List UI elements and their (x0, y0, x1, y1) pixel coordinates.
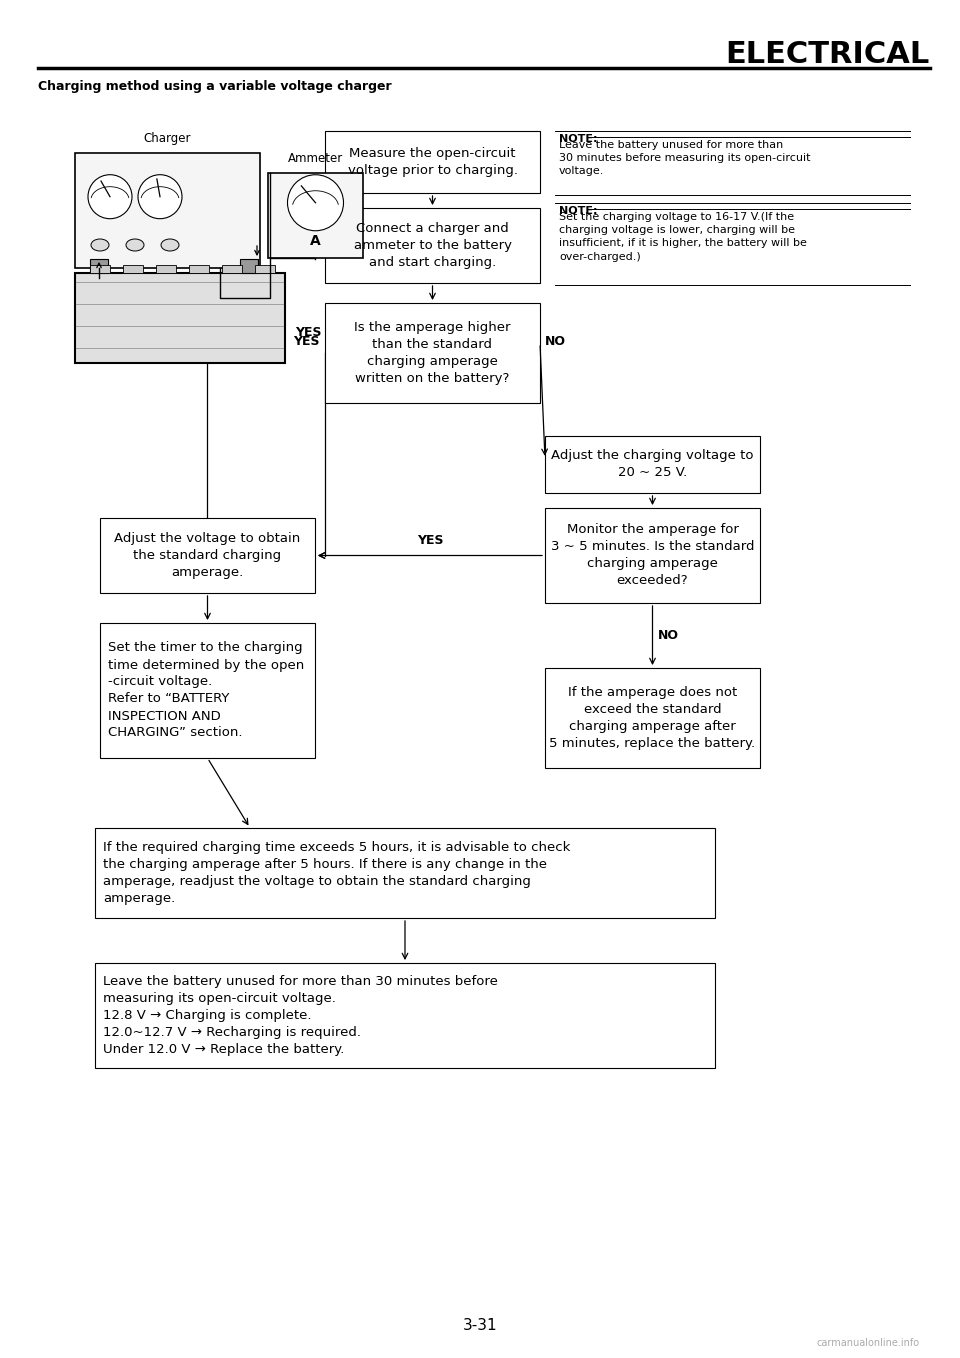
Text: Adjust the voltage to obtain
the standard charging
amperage.: Adjust the voltage to obtain the standar… (114, 532, 300, 579)
Bar (123, 265, 143, 273)
Bar (75, 273, 285, 363)
Ellipse shape (91, 239, 109, 251)
Circle shape (138, 175, 182, 219)
Ellipse shape (126, 239, 144, 251)
Text: carmanualonline.info: carmanualonline.info (817, 1338, 920, 1348)
Text: Connect a charger and
ammeter to the battery
and start charging.: Connect a charger and ammeter to the bat… (353, 221, 512, 269)
Text: Charger: Charger (144, 132, 191, 145)
Text: Is the amperage higher
than the standard
charging amperage
written on the batter: Is the amperage higher than the standard… (354, 320, 511, 386)
Text: ELECTRICAL: ELECTRICAL (726, 39, 930, 69)
Text: Leave the battery unused for more than 30 minutes before
measuring its open-circ: Leave the battery unused for more than 3… (103, 975, 498, 1057)
Bar (545, 508, 760, 603)
Bar (545, 436, 760, 493)
Text: NOTE:: NOTE: (559, 134, 597, 144)
Bar (325, 303, 540, 403)
Bar (90, 259, 108, 273)
Bar (75, 153, 260, 268)
Text: NO: NO (658, 629, 679, 642)
Bar (268, 172, 363, 258)
Bar (90, 265, 110, 273)
Ellipse shape (161, 239, 179, 251)
Text: If the required charging time exceeds 5 hours, it is advisable to check
the char: If the required charging time exceeds 5 … (103, 841, 570, 904)
Text: Ammeter: Ammeter (288, 152, 343, 166)
Text: NO: NO (545, 335, 566, 348)
Text: Charging method using a variable voltage charger: Charging method using a variable voltage… (38, 80, 392, 92)
Text: YES: YES (417, 535, 444, 547)
Circle shape (88, 175, 132, 219)
Text: If the amperage does not
exceed the standard
charging amperage after
5 minutes, : If the amperage does not exceed the stan… (549, 686, 756, 750)
Circle shape (287, 175, 344, 231)
Bar (95, 828, 715, 918)
Text: Leave the battery unused for more than
30 minutes before measuring its open-circ: Leave the battery unused for more than 3… (559, 140, 810, 177)
Text: A: A (310, 234, 321, 249)
Bar (100, 517, 315, 593)
Bar (222, 265, 242, 273)
Bar (545, 668, 760, 769)
Text: YES: YES (294, 335, 320, 348)
Bar (325, 130, 540, 193)
Bar (189, 265, 209, 273)
Text: NOTE:: NOTE: (559, 206, 597, 216)
Bar (240, 259, 258, 273)
Text: YES: YES (295, 326, 322, 340)
Bar (100, 623, 315, 758)
Text: Set the charging voltage to 16-17 V.(If the
charging voltage is lower, charging : Set the charging voltage to 16-17 V.(If … (559, 212, 806, 262)
Bar (95, 963, 715, 1067)
Text: Monitor the amperage for
3 ~ 5 minutes. Is the standard
charging amperage
exceed: Monitor the amperage for 3 ~ 5 minutes. … (551, 523, 755, 588)
Bar (156, 265, 176, 273)
Bar (255, 265, 275, 273)
Text: Set the timer to the charging
time determined by the open
-circuit voltage.
Refe: Set the timer to the charging time deter… (108, 641, 304, 740)
Text: Adjust the charging voltage to
20 ~ 25 V.: Adjust the charging voltage to 20 ~ 25 V… (551, 449, 754, 479)
Text: 3-31: 3-31 (463, 1319, 497, 1334)
Bar (325, 208, 540, 282)
Text: Measure the open-circuit
voltage prior to charging.: Measure the open-circuit voltage prior t… (348, 147, 517, 177)
